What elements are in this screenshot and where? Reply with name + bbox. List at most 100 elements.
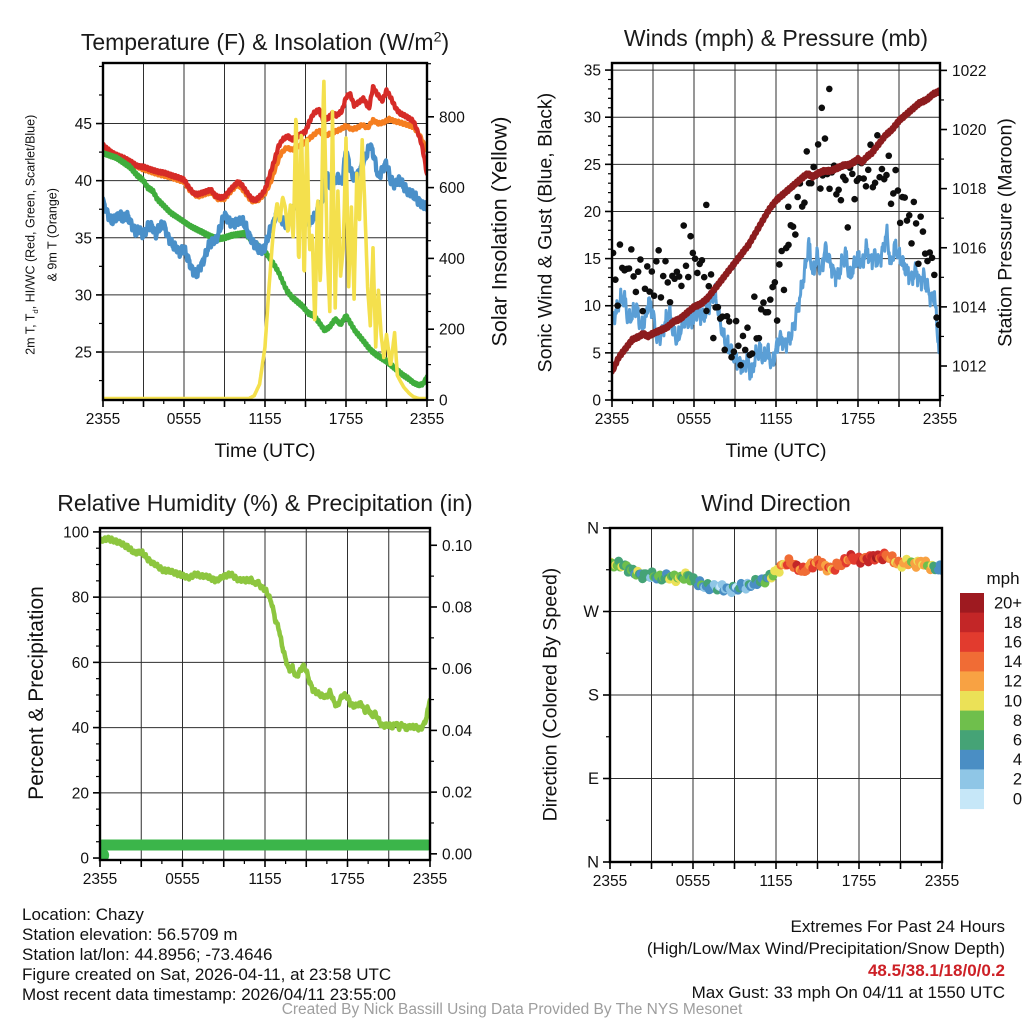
extremes-block: Extremes For Past 24 Hours (High/Low/Max… bbox=[445, 916, 1005, 1004]
x-tick-label: 2355 bbox=[413, 871, 447, 888]
wind-xaxis-label: Time (UTC) bbox=[725, 440, 827, 462]
series-relative-humidity-green bbox=[100, 534, 430, 733]
x-tick-label: 2355 bbox=[410, 411, 444, 428]
gust-dot bbox=[739, 332, 747, 340]
gust-dot bbox=[931, 271, 938, 279]
gust-dot bbox=[803, 148, 811, 155]
x-tick-label: 1755 bbox=[841, 411, 875, 428]
gust-dot bbox=[844, 224, 852, 231]
gust-dot bbox=[684, 273, 692, 281]
gust-dot bbox=[901, 194, 909, 201]
y2-tick-label: 800 bbox=[439, 109, 465, 126]
colorbar-label: 10 bbox=[1004, 692, 1022, 710]
gust-dot bbox=[883, 171, 890, 179]
gust-outlier-dot bbox=[826, 85, 833, 93]
rh-panel-title: Relative Humidity (%) & Precipitation (i… bbox=[57, 490, 473, 516]
colorbar-label: 4 bbox=[1013, 751, 1022, 769]
y2-tick-label: 0.00 bbox=[442, 846, 473, 863]
x-tick-label: 1155 bbox=[248, 871, 281, 888]
y-tick-label: 40 bbox=[72, 720, 90, 737]
gust-dot bbox=[810, 163, 817, 171]
gust-dot bbox=[735, 342, 742, 350]
y-tick-label: 80 bbox=[72, 590, 90, 607]
gust-dot bbox=[801, 199, 808, 206]
gust-dot bbox=[926, 249, 934, 256]
gust-dot bbox=[616, 241, 624, 248]
gust-dot bbox=[807, 179, 815, 187]
gust-dot bbox=[919, 228, 927, 235]
y-tick-label: W bbox=[583, 603, 599, 621]
gust-dot bbox=[639, 307, 647, 315]
y2-tick-label: 1022 bbox=[952, 63, 986, 80]
gust-dot bbox=[634, 268, 642, 276]
x-tick-label: 0555 bbox=[165, 871, 199, 888]
figure-created-timestamp: Figure created on Sat, 2026-04-11, at 23… bbox=[22, 965, 392, 984]
y2-tick-label: 400 bbox=[439, 251, 465, 268]
gust-dot bbox=[732, 317, 740, 325]
x-tick-label: 0555 bbox=[677, 411, 711, 428]
gust-outlier-dot bbox=[818, 104, 826, 112]
gust-dot bbox=[678, 282, 685, 290]
y2-tick-label: 200 bbox=[439, 322, 465, 339]
x-tick-label: 2355 bbox=[925, 873, 959, 890]
gust-dot bbox=[789, 223, 797, 231]
wind-panel-title: Winds (mph) & Pressure (mb) bbox=[623, 25, 929, 51]
temp-series-layer bbox=[103, 79, 427, 400]
station-elevation: Station elevation: 56.5709 m bbox=[22, 925, 238, 944]
y-tick-label: 100 bbox=[63, 524, 89, 541]
gust-dot bbox=[714, 303, 722, 311]
temp-axis-text-a: 2m T, T bbox=[23, 313, 38, 355]
gust-dot bbox=[655, 247, 662, 254]
y2-tick-label: 600 bbox=[439, 180, 465, 197]
temp-title-text: Temperature (F) & Insolation (W/m bbox=[80, 29, 434, 55]
gust-dot bbox=[864, 166, 872, 174]
y-tick-label: S bbox=[588, 687, 599, 705]
gust-dot bbox=[817, 185, 824, 192]
y-tick-label: 35 bbox=[584, 63, 601, 80]
x-tick-label: 0555 bbox=[676, 873, 710, 890]
gust-dot bbox=[632, 288, 640, 296]
gust-dot bbox=[917, 213, 924, 220]
gust-dot bbox=[780, 286, 788, 294]
y2-tick-label: 0.04 bbox=[442, 723, 473, 740]
x-tick-label: 2355 bbox=[593, 873, 627, 890]
y2-tick-label: 0.10 bbox=[442, 538, 473, 555]
gust-dot bbox=[912, 220, 920, 227]
y2-tick-label: 1012 bbox=[952, 359, 986, 376]
x-tick-label: 1155 bbox=[759, 873, 792, 890]
gust-dot bbox=[741, 346, 749, 354]
station-latlon: Station lat/lon: 44.8956; -73.4646 bbox=[22, 945, 273, 964]
y-tick-label: 25 bbox=[584, 157, 601, 174]
wind-left-axis-label: Sonic Wind & Gust (Blue, Black) bbox=[534, 92, 557, 373]
gust-dot bbox=[776, 261, 783, 268]
gust-dot bbox=[703, 307, 710, 315]
gust-dot bbox=[675, 273, 683, 280]
colorbar-label: 8 bbox=[1013, 712, 1022, 730]
gust-dot bbox=[643, 263, 651, 270]
gust-dot bbox=[835, 186, 842, 194]
wind-series-layer bbox=[612, 85, 940, 381]
y-tick-label: 20 bbox=[584, 204, 602, 221]
x-tick-label: 2355 bbox=[86, 411, 120, 428]
x-tick-label: 1755 bbox=[842, 873, 876, 890]
colorbar-label: 16 bbox=[1004, 634, 1022, 652]
gust-dot bbox=[664, 279, 672, 286]
gust-dot bbox=[721, 346, 729, 354]
temp-axis-subscript: d bbox=[30, 309, 40, 314]
max-gust-line: Max Gust: 33 mph On 04/11 at 1550 UTC bbox=[691, 983, 1005, 1002]
gust-dot bbox=[730, 348, 738, 356]
gust-dot bbox=[785, 241, 792, 249]
gust-dot bbox=[614, 302, 621, 309]
y-tick-label: 5 bbox=[592, 345, 601, 362]
temp-xaxis-label: Time (UTC) bbox=[214, 440, 316, 462]
gust-dot bbox=[766, 296, 774, 303]
gust-dot bbox=[896, 219, 904, 227]
gust-dot bbox=[748, 350, 756, 357]
gust-dot bbox=[648, 268, 656, 275]
y-tick-label: 30 bbox=[584, 110, 602, 127]
gust-dot bbox=[707, 271, 715, 278]
station-info-block: Location: Chazy Station elevation: 56.57… bbox=[22, 905, 396, 1005]
